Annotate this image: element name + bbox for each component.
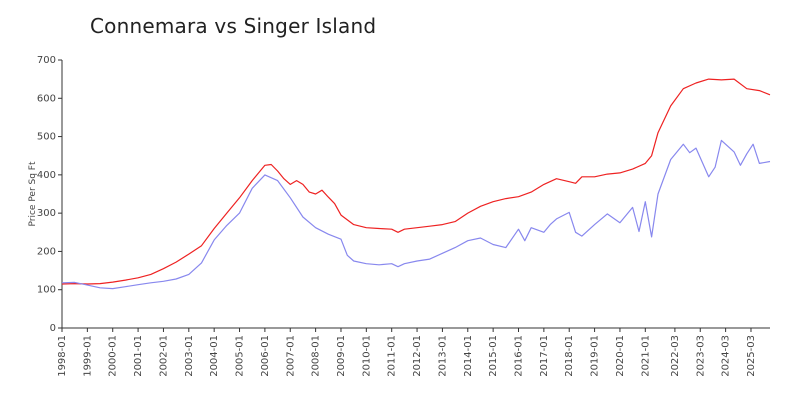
x-tick-label: 2010-01 [361,335,372,377]
x-tick-label: 2007-01 [285,335,296,377]
x-tick-label: 1999-01 [82,335,93,377]
x-tick-label: 2004-01 [209,335,220,377]
x-tick-label: 2002-01 [158,335,169,377]
y-tick-label: 700 [37,55,56,66]
x-tick-label: 2014-01 [463,335,474,377]
y-tick-label: 300 [37,208,56,219]
chart-title: Connemara vs Singer Island [90,14,377,38]
x-tick-label: 2019-01 [590,335,601,377]
series-line-1 [61,78,771,285]
y-axis-title: Price Per Sq Ft [28,161,38,226]
x-tick-label: 2013-01 [437,335,448,377]
x-tick-label: 2012-01 [412,335,423,377]
y-tick-label: 600 [37,93,56,104]
x-tick-label: 2008-01 [311,335,322,377]
x-tick-label: 2011-01 [387,335,398,377]
x-tick-label: 2015-01 [488,335,499,377]
y-tick-label: 100 [37,285,56,296]
x-tick-label: 2009-01 [336,335,347,377]
x-tick-label: 2000-01 [108,335,119,377]
series-layer [61,78,771,290]
x-tick-label: 2003-01 [184,335,195,377]
x-tick-label: 2023-03 [695,335,706,377]
x-tick-label: 2017-01 [539,335,550,377]
x-tick-label: 1998-01 [57,335,68,377]
y-tick-label: 400 [37,170,56,181]
y-tick-label: 200 [37,246,56,257]
y-tick-label: 0 [50,323,56,334]
series-line-2 [61,139,771,290]
x-tick-label: 2001-01 [133,335,144,377]
axes: 0 100 200 300 400 500 600 700 Price Per Sq Ft 199… [28,55,770,377]
x-tick-label: 2025-03 [746,335,757,377]
x-tick-label: 2018-01 [564,335,575,377]
x-tick-label: 2021-01 [640,335,651,377]
x-tick-label: 2024-03 [721,335,732,377]
x-tick-label: 2006-01 [260,335,271,377]
y-tick-label: 500 [37,132,56,143]
x-tick-label: 2016-01 [514,335,525,377]
x-tick-label: 2005-01 [235,335,246,377]
x-tick-label: 2020-01 [615,335,626,377]
x-tick-label: 2022-03 [670,335,681,377]
